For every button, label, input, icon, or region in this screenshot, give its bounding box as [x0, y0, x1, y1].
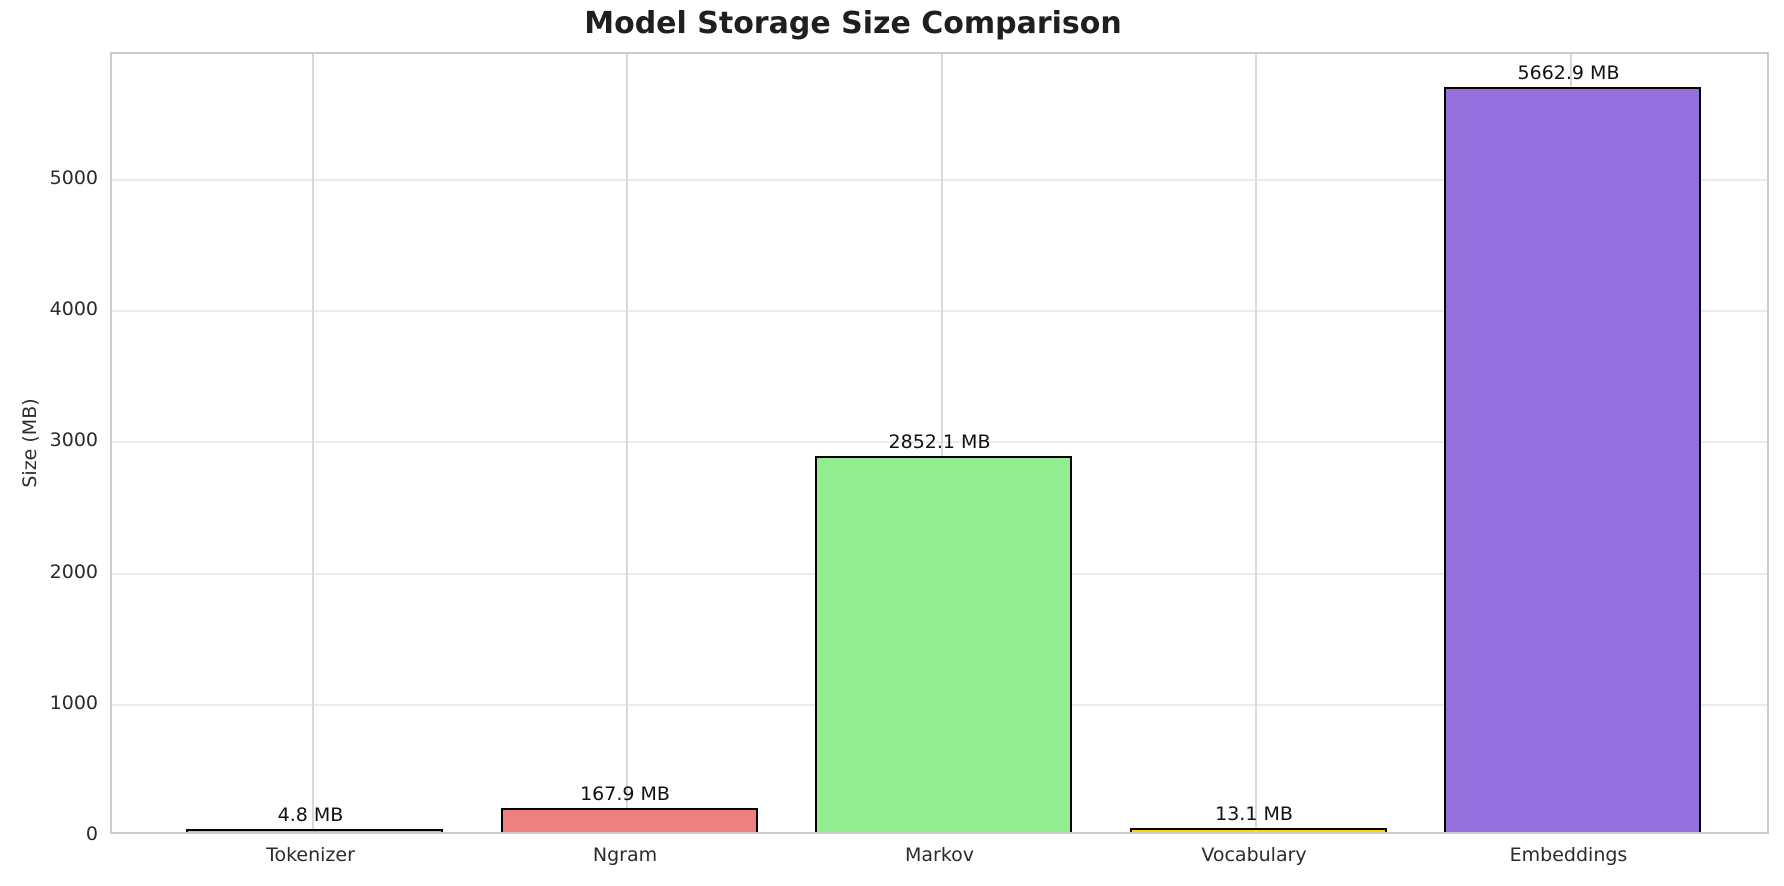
x-tick-label-embeddings: Embeddings — [1509, 844, 1628, 866]
v-gridline-ngram — [626, 54, 628, 832]
plot-area — [110, 52, 1769, 834]
chart-title: Model Storage Size Comparison — [584, 6, 1122, 41]
h-gridline-4000 — [112, 310, 1767, 313]
bar-markov — [815, 456, 1072, 832]
x-tick-label-tokenizer: Tokenizer — [266, 844, 355, 866]
v-gridline-tokenizer — [311, 54, 314, 832]
x-tick-label-ngram: Ngram — [592, 844, 658, 866]
y-tick-label-3000: 3000 — [49, 429, 98, 452]
y-tick-label-0: 0 — [85, 823, 98, 845]
bar-value-label-markov: 2852.1 MB — [888, 431, 991, 453]
y-tick-label-2000: 2000 — [49, 560, 98, 583]
bar-tokenizer — [186, 829, 443, 832]
bar-value-label-ngram: 167.9 MB — [580, 783, 670, 805]
bar-ngram — [500, 808, 758, 832]
y-tick-label-1000: 1000 — [49, 691, 98, 714]
bar-value-label-vocabulary: 13.1 MB — [1215, 803, 1293, 825]
y-tick-label-5000: 5000 — [49, 166, 98, 189]
h-gridline-5000 — [112, 178, 1767, 181]
v-gridline-markov — [940, 54, 943, 832]
y-axis-label: Size (MB) — [19, 398, 41, 488]
bar-value-label-tokenizer: 4.8 MB — [277, 804, 344, 826]
bar-value-label-embeddings: 5662.9 MB — [1517, 62, 1620, 84]
y-tick-label-4000: 4000 — [49, 298, 98, 321]
x-tick-label-vocabulary: Vocabulary — [1201, 844, 1307, 866]
x-tick-label-markov: Markov — [904, 844, 975, 866]
bar-embeddings — [1444, 87, 1701, 832]
bar-vocabulary — [1129, 828, 1387, 832]
h-gridline-3000 — [112, 441, 1767, 444]
v-gridline-vocabulary — [1255, 54, 1257, 832]
